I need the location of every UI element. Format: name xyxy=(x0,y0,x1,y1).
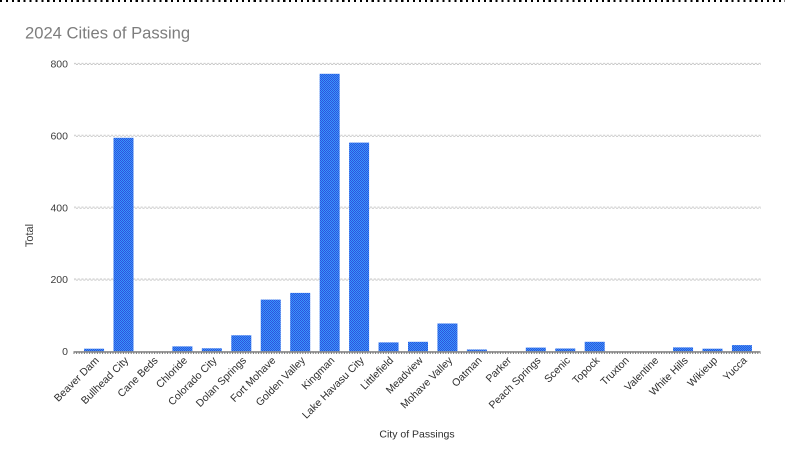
svg-text:Wikieup: Wikieup xyxy=(685,355,720,390)
svg-text:2024 Cities of Passing: 2024 Cities of Passing xyxy=(25,24,190,43)
svg-text:200: 200 xyxy=(50,274,68,286)
svg-text:600: 600 xyxy=(50,130,68,142)
svg-text:Mohave Valley: Mohave Valley xyxy=(398,354,455,411)
svg-text:Total: Total xyxy=(24,224,36,247)
svg-text:Topock: Topock xyxy=(570,354,603,387)
svg-text:0: 0 xyxy=(62,346,68,358)
svg-text:800: 800 xyxy=(50,59,68,71)
svg-text:Yucca: Yucca xyxy=(721,355,750,384)
svg-text:400: 400 xyxy=(50,202,68,214)
svg-text:Oatman: Oatman xyxy=(450,355,485,390)
svg-text:Scenic: Scenic xyxy=(542,355,573,386)
svg-text:City of Passings: City of Passings xyxy=(379,429,454,441)
svg-text:Peach Springs: Peach Springs xyxy=(487,355,544,412)
